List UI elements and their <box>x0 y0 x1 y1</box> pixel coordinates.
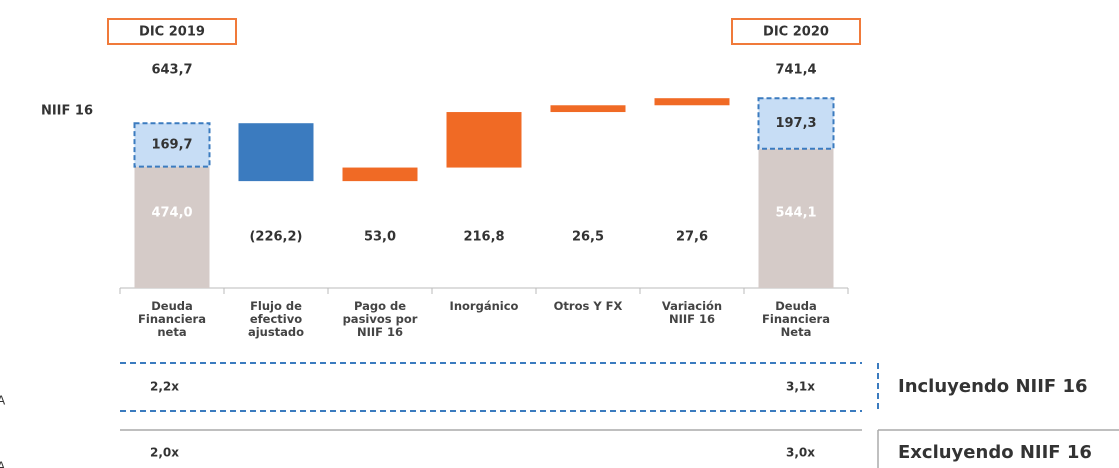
ratio-end: 3,1x <box>786 380 815 394</box>
total-label: 741,4 <box>775 63 816 78</box>
value-label: 474,0 <box>151 206 192 221</box>
value-label: 53,0 <box>364 230 396 245</box>
category-label: Deuda Financiera Neta <box>762 299 830 339</box>
period-label: DIC 2019 <box>139 25 205 40</box>
ratio-name: Excluyendo NIIF 16 <box>898 442 1092 463</box>
period-box <box>107 18 237 45</box>
flow-bar <box>238 123 314 182</box>
ratio-name: Incluyendo NIIF 16 <box>898 376 1088 397</box>
niif-bar <box>133 122 211 168</box>
niif-value-label: 197,3 <box>775 116 816 131</box>
ratio-start: 2,2x <box>150 380 179 394</box>
ratio-start: 2,0x <box>150 446 179 460</box>
niif-value-label: 169,7 <box>151 137 192 152</box>
category-label: Variación NIIF 16 <box>661 299 723 326</box>
period-label: DIC 2020 <box>763 25 829 40</box>
ratio-end: 3,0x <box>786 446 815 460</box>
flow-bar <box>654 98 730 106</box>
period-box <box>731 18 861 45</box>
niif-label: NIIF 16 <box>41 104 93 119</box>
value-label: (226,2) <box>249 230 302 245</box>
category-label: Pago de pasivos por NIIF 16 <box>342 299 418 339</box>
cut-label: A <box>0 460 6 468</box>
flow-bar <box>550 105 626 113</box>
flow-bar <box>446 112 522 168</box>
cut-label: A <box>0 394 6 408</box>
category-label: Otros Y FX <box>553 299 623 313</box>
category-label: Inorgánico <box>449 299 519 313</box>
value-label: 27,6 <box>676 230 708 245</box>
total-label: 643,7 <box>151 63 192 78</box>
total-bar <box>134 166 210 288</box>
flow-bar <box>342 167 418 182</box>
total-bar <box>758 148 834 288</box>
category-label: Flujo de efectivo ajustado <box>247 299 305 339</box>
category-label: Deuda Financiera neta <box>138 299 206 339</box>
value-label: 26,5 <box>572 230 604 245</box>
niif-bar <box>757 97 835 150</box>
value-label: 544,1 <box>775 206 816 221</box>
value-label: 216,8 <box>463 230 504 245</box>
